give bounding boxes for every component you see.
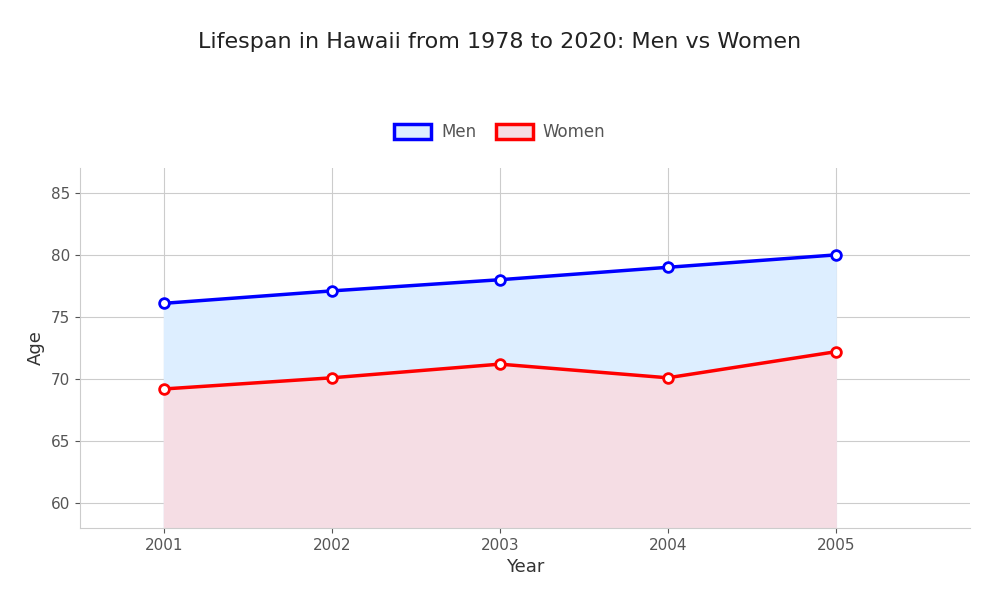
X-axis label: Year: Year — [506, 558, 544, 576]
Legend: Men, Women: Men, Women — [388, 116, 612, 148]
Text: Lifespan in Hawaii from 1978 to 2020: Men vs Women: Lifespan in Hawaii from 1978 to 2020: Me… — [198, 32, 802, 52]
Y-axis label: Age: Age — [27, 331, 45, 365]
